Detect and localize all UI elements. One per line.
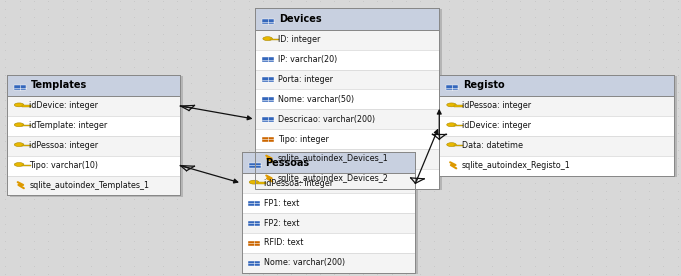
Bar	[255, 50, 439, 70]
Bar	[262, 117, 274, 122]
Text: Descricao: varchar(200): Descricao: varchar(200)	[278, 115, 375, 124]
Circle shape	[447, 143, 456, 147]
Bar	[270, 39, 279, 40]
Bar	[242, 152, 415, 173]
Bar	[255, 8, 439, 189]
Bar	[255, 109, 439, 129]
Text: idPessoa: integer: idPessoa: integer	[264, 179, 334, 188]
Bar	[249, 163, 261, 168]
Bar	[248, 201, 260, 206]
Bar	[244, 153, 418, 274]
Bar	[242, 193, 415, 213]
Bar	[7, 176, 180, 195]
Bar	[255, 89, 439, 109]
Bar	[439, 75, 674, 176]
Circle shape	[14, 143, 24, 147]
Bar	[10, 76, 183, 197]
Bar	[439, 75, 674, 96]
Bar	[262, 57, 274, 62]
Bar	[7, 75, 180, 96]
Circle shape	[447, 103, 456, 107]
Circle shape	[14, 163, 24, 166]
Bar	[439, 116, 674, 136]
Bar	[7, 116, 180, 136]
Text: idPessoa: integer: idPessoa: integer	[29, 141, 99, 150]
Text: Devices: Devices	[279, 14, 322, 24]
Circle shape	[249, 180, 259, 184]
Text: Tipo: varchar(10): Tipo: varchar(10)	[29, 161, 98, 170]
Text: idTemplate: integer: idTemplate: integer	[29, 121, 108, 130]
Bar	[14, 85, 26, 90]
Bar	[439, 156, 674, 176]
Bar	[7, 156, 180, 176]
Text: Tipo: integer: Tipo: integer	[278, 135, 329, 144]
Bar	[7, 75, 180, 195]
Bar	[258, 9, 442, 190]
Text: idPessoa: integer: idPessoa: integer	[462, 102, 531, 110]
Bar	[255, 8, 439, 189]
Bar	[7, 96, 180, 116]
Bar	[262, 19, 274, 24]
Text: sqlite_autoindex_Devices_2: sqlite_autoindex_Devices_2	[278, 174, 389, 183]
Bar	[262, 77, 274, 82]
Bar	[242, 173, 415, 193]
Text: Pessoas: Pessoas	[266, 158, 310, 168]
Text: Nome: varchar(50): Nome: varchar(50)	[278, 95, 354, 104]
Circle shape	[263, 37, 272, 41]
Bar	[7, 75, 180, 195]
Text: Porta: integer: Porta: integer	[278, 75, 333, 84]
Bar	[255, 169, 439, 189]
Text: Registo: Registo	[463, 80, 505, 90]
Bar	[248, 221, 260, 226]
Bar	[22, 145, 31, 146]
Circle shape	[14, 103, 24, 107]
Bar	[255, 8, 439, 30]
Bar	[446, 85, 458, 90]
Bar	[242, 253, 415, 273]
Bar	[454, 145, 463, 146]
Bar	[22, 125, 31, 126]
Bar	[262, 137, 274, 142]
Bar	[7, 136, 180, 156]
Text: FP2: text: FP2: text	[264, 219, 300, 227]
Text: sqlite_autoindex_Templates_1: sqlite_autoindex_Templates_1	[29, 181, 149, 190]
Circle shape	[447, 123, 456, 127]
Text: idDevice: integer: idDevice: integer	[29, 102, 98, 110]
Circle shape	[14, 123, 24, 127]
Text: Nome: varchar(200): Nome: varchar(200)	[264, 258, 345, 267]
Bar	[255, 149, 439, 169]
Bar	[257, 182, 266, 184]
Text: ID: integer: ID: integer	[278, 35, 320, 44]
Bar	[454, 105, 463, 107]
Bar	[255, 70, 439, 89]
Bar	[255, 129, 439, 149]
Bar	[442, 76, 677, 177]
Text: sqlite_autoindex_Registo_1: sqlite_autoindex_Registo_1	[462, 161, 571, 170]
Text: sqlite_autoindex_Devices_1: sqlite_autoindex_Devices_1	[278, 155, 389, 163]
Bar	[439, 136, 674, 156]
Text: FP1: text: FP1: text	[264, 199, 300, 208]
Text: Data: datetime: Data: datetime	[462, 141, 523, 150]
Text: IP: varchar(20): IP: varchar(20)	[278, 55, 337, 64]
Bar	[22, 105, 31, 107]
Bar	[248, 261, 260, 266]
Bar	[439, 75, 674, 176]
Bar	[22, 165, 31, 166]
Bar	[262, 97, 274, 102]
Bar	[454, 125, 463, 126]
Bar	[242, 233, 415, 253]
Text: idDevice: integer: idDevice: integer	[462, 121, 530, 130]
Bar	[248, 241, 260, 246]
Bar	[242, 213, 415, 233]
Bar	[255, 30, 439, 50]
Text: Templates: Templates	[31, 80, 87, 90]
Bar	[439, 96, 674, 116]
Text: RFID: text: RFID: text	[264, 238, 304, 247]
Bar	[242, 152, 415, 273]
Bar	[242, 152, 415, 273]
